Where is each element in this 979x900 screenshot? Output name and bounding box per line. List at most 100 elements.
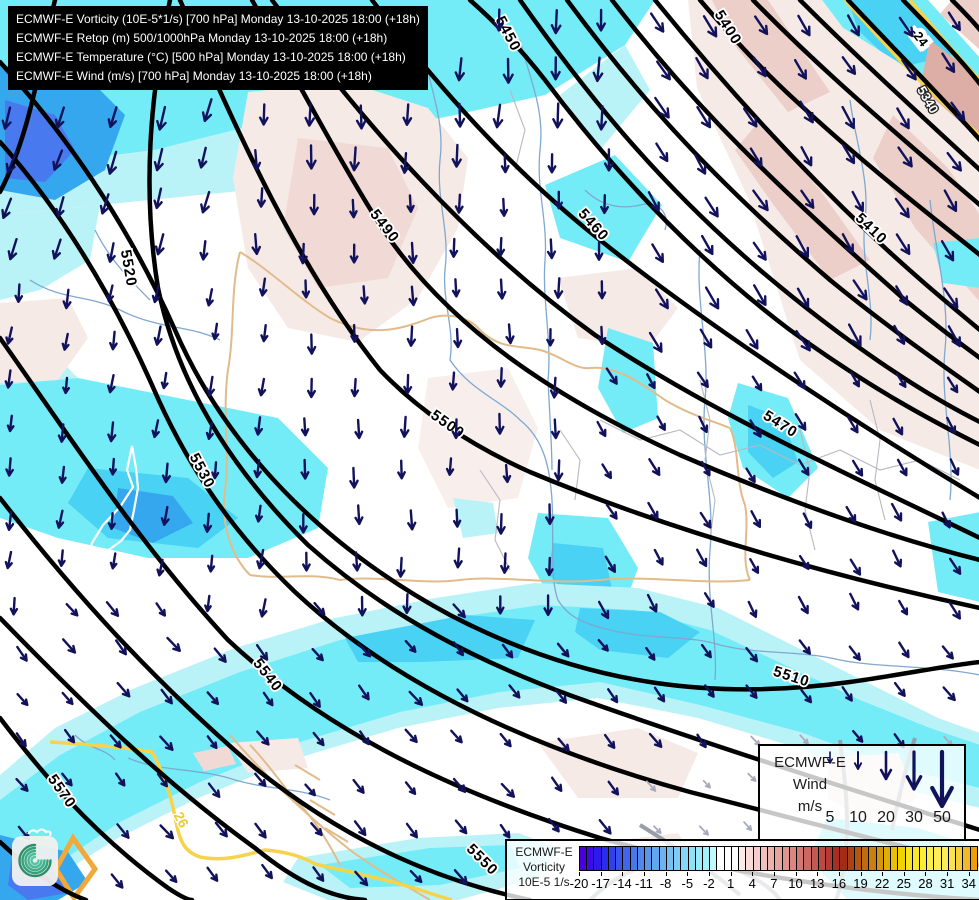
wind-arrow — [406, 194, 415, 213]
wind-arrow — [58, 465, 67, 484]
wind-arrows-layer — [1, 8, 966, 889]
wind-arrow — [5, 457, 14, 477]
wind-arrow — [895, 233, 911, 255]
wind-arrow — [555, 689, 568, 704]
colorbar-cell — [789, 847, 798, 870]
wind-arrow — [349, 198, 358, 219]
colorbar-cell — [862, 847, 870, 870]
colorbar-tick — [838, 872, 840, 876]
colorbar-cell — [623, 847, 631, 870]
wind-arrow — [254, 416, 263, 436]
wind-arrow — [151, 419, 160, 439]
wind-arrow — [851, 190, 864, 213]
wind-arrow — [300, 458, 310, 480]
wind-arrow — [949, 458, 960, 476]
wind-arrow — [943, 287, 959, 309]
colorbar-tick-label: 10 — [788, 876, 803, 891]
colorbar-cell — [717, 847, 725, 870]
colorbar-cell — [833, 847, 841, 870]
wind-arrow — [696, 106, 712, 129]
wind-arrow — [62, 288, 72, 310]
wind-arrow — [404, 639, 417, 653]
wind-arrow — [699, 328, 713, 349]
wind-arrow — [552, 102, 564, 129]
colorbar-tick — [622, 872, 624, 876]
wind-arrow — [205, 421, 214, 440]
wind-arrow — [743, 821, 753, 832]
wind-arrow — [260, 324, 269, 343]
wind-arrow — [849, 558, 862, 576]
wind-arrow — [851, 459, 864, 477]
wind-arrow — [605, 367, 618, 385]
wind-arrow — [6, 414, 15, 433]
wind-arrow — [749, 419, 762, 438]
wind-arrow — [946, 151, 962, 172]
wind-arrow — [797, 595, 809, 615]
wind-arrow — [597, 600, 610, 620]
wind-arrow — [214, 821, 228, 838]
colorbar-tick — [903, 872, 905, 876]
wind-arrow — [648, 331, 663, 353]
wind-arrow — [404, 781, 417, 795]
colorbar-tick — [795, 872, 797, 876]
colorbar-tick-label: 1 — [726, 876, 735, 891]
wind-arrow — [116, 681, 131, 698]
colorbar-tick-label: -14 — [612, 876, 632, 891]
site-logo — [12, 828, 58, 886]
wind-arrow — [492, 103, 504, 129]
colorbar-cell — [768, 847, 776, 870]
wind-arrow — [702, 779, 711, 789]
wind-arrow — [494, 8, 504, 32]
wind-arrow — [898, 641, 910, 659]
wind-arrow — [852, 279, 868, 301]
colorbar-tick-label: -17 — [591, 876, 611, 891]
colorbar-tick-label: 25 — [896, 876, 912, 891]
wind-arrow — [153, 187, 163, 210]
colorbar-tick-label: -8 — [659, 876, 672, 891]
wind-arrow — [597, 325, 607, 346]
wind-arrow — [254, 772, 267, 787]
colorbar-cell — [688, 847, 696, 870]
wind-arrow — [948, 601, 961, 620]
spiral-icon — [18, 843, 52, 878]
colorbar-tick — [925, 872, 927, 876]
colorbar-tick-label: 28 — [918, 876, 933, 891]
wind-arrow — [893, 681, 906, 697]
wind-arrow — [452, 508, 462, 528]
wind-arrow — [257, 377, 267, 397]
wind-arrow — [656, 60, 671, 81]
colorbar-cell — [797, 847, 805, 870]
wind-arrow — [408, 241, 418, 264]
colorbar-cell — [739, 847, 747, 870]
wind-arrow — [349, 243, 359, 264]
colorbar-tick-label: -5 — [681, 876, 694, 891]
wind-arrow — [647, 191, 660, 212]
wind-arrow — [57, 423, 67, 443]
wind-arrow — [841, 105, 855, 130]
wind-arrow — [841, 233, 854, 254]
wind-arrow — [197, 146, 208, 169]
wind-arrow — [546, 328, 555, 347]
wind-arrow — [409, 869, 423, 884]
wind-arrow — [307, 333, 317, 355]
wind-arrow — [55, 196, 65, 218]
wind-arrow — [495, 412, 505, 435]
wind-arrow — [604, 555, 616, 573]
wind-arrow — [499, 732, 512, 748]
wind-arrow — [545, 503, 555, 526]
wind-arrow — [402, 593, 412, 615]
wind-arrow — [206, 691, 220, 706]
wind-arrow — [453, 547, 463, 569]
colorbar-cell — [608, 847, 617, 870]
colorbar-tick — [860, 872, 862, 876]
wind-arrow — [508, 684, 521, 699]
wind-arrow — [54, 106, 65, 129]
wind-arrow — [597, 280, 607, 300]
wind-legend: ECMWF-E Wind m/s 5 10 20 30 50 — [758, 744, 966, 841]
wind-arrow — [895, 372, 907, 388]
wind-arrow — [596, 420, 607, 438]
colorbar-tick-label: 13 — [809, 876, 825, 891]
wind-arrow — [107, 421, 117, 443]
wind-arrow — [946, 416, 957, 434]
